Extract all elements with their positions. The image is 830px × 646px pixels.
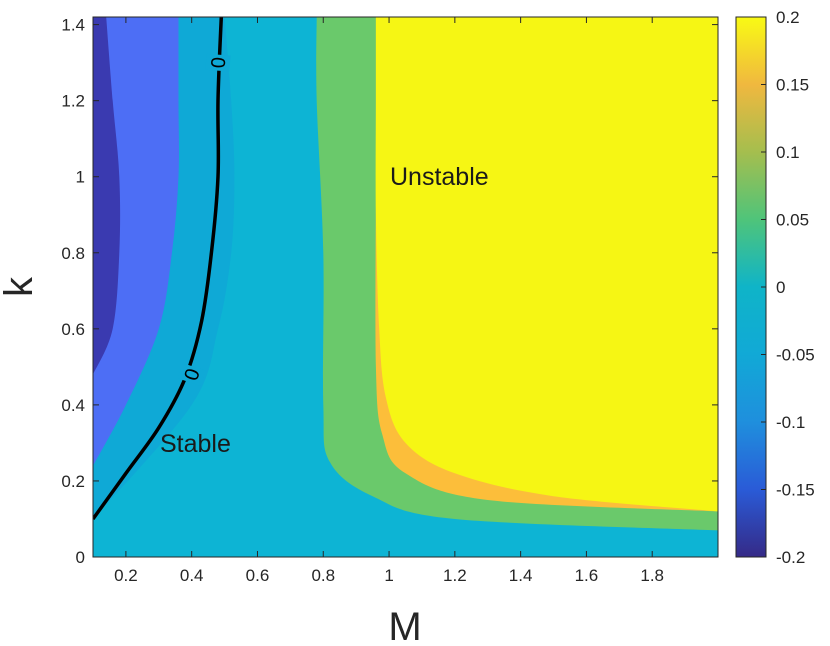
contour-line-zero (93, 17, 224, 521)
region-pos-0.15 (375, 17, 718, 512)
colorbar-tick-label: 0 (776, 278, 785, 297)
y-tick-label: 0 (76, 548, 85, 567)
annotation-unstable: Unstable (390, 163, 489, 191)
colorbar: -0.2 -0.15 -0.1 -0.05 0 0.05 0.1 0.15 0.2 (735, 8, 815, 567)
y-tick-label: 1.4 (61, 16, 85, 35)
x-tick-label: 0.4 (180, 566, 204, 585)
x-tick-label: 1.8 (640, 566, 664, 585)
x-axis-title: M (388, 605, 421, 646)
colorbar-tick-label: -0.1 (776, 413, 805, 432)
y-tick-label: 0.4 (61, 396, 85, 415)
x-tick-label: 1.4 (509, 566, 533, 585)
colorbar-tick-label: 0.1 (776, 143, 800, 162)
y-axis: 0 0.2 0.4 0.6 0.8 1 1.2 1.4 (61, 16, 718, 567)
contour-label-gap (205, 53, 231, 72)
x-tick-label: 0.6 (246, 566, 270, 585)
y-tick-label: 1.2 (61, 92, 85, 111)
x-tick-label: 1.2 (443, 566, 467, 585)
y-tick-label: 0.6 (61, 320, 85, 339)
contour-label: 0 (208, 56, 231, 69)
colorbar-tick-label: -0.15 (776, 481, 815, 500)
plot-frame (92, 16, 719, 558)
x-tick-label: 1 (384, 566, 393, 585)
x-axis: 0.2 0.4 0.6 0.8 1 1.2 1.4 1.6 1.8 (114, 17, 664, 585)
plot-area: 00 (93, 17, 718, 557)
contour-regions (93, 17, 718, 557)
y-tick-label: 1 (76, 168, 85, 187)
x-tick-label: 0.8 (311, 566, 335, 585)
colorbar-tick-label: -0.05 (776, 346, 815, 365)
colorbar-tick-label: 0.15 (776, 76, 809, 95)
colorbar-tick-label: 0.2 (776, 8, 800, 27)
y-axis-title: k (0, 276, 41, 297)
contour-lines: 00 (93, 17, 231, 521)
x-tick-label: 1.6 (575, 566, 599, 585)
contour-label-gap (177, 363, 206, 386)
annotation-stable: Stable (160, 430, 231, 458)
x-tick-label: 0.2 (114, 566, 138, 585)
region-neg-0.15 (93, 17, 121, 375)
y-tick-label: 0.2 (61, 472, 85, 491)
colorbar-tick-label: 0.05 (776, 211, 809, 230)
y-tick-label: 0.8 (61, 244, 85, 263)
colorbar-ticks: -0.2 -0.15 -0.1 -0.05 0 0.05 0.1 0.15 0.2 (761, 8, 815, 567)
colorbar-tick-label: -0.2 (776, 548, 805, 567)
